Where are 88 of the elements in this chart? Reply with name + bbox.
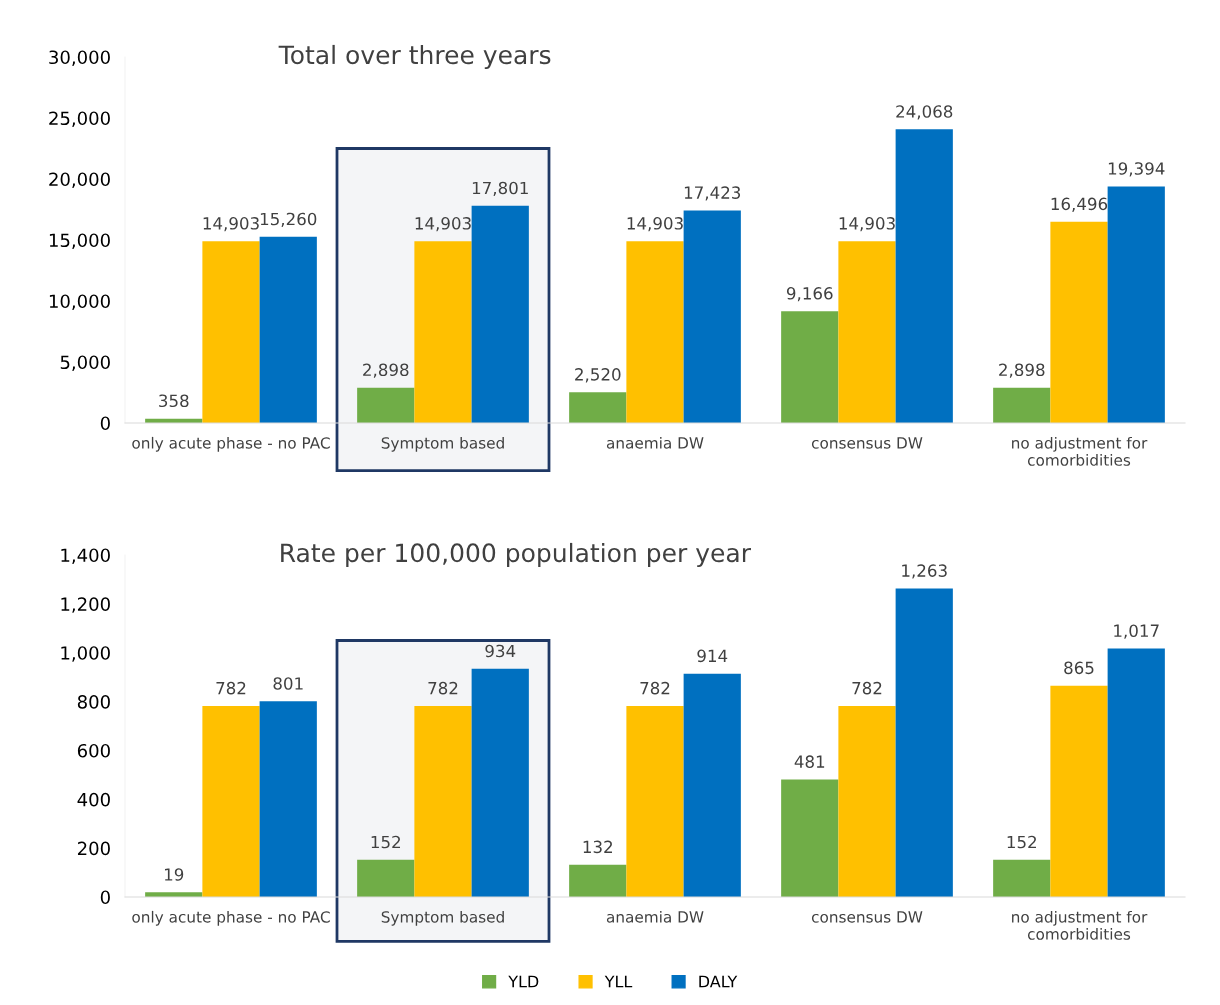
bar (569, 392, 627, 423)
y-tick-label: 0 (100, 416, 110, 431)
bar (993, 859, 1051, 897)
bar (1050, 685, 1108, 897)
bar (626, 705, 684, 897)
data-label: 132 (583, 840, 612, 854)
y-tick-label: 5,000 (60, 355, 110, 371)
data-label: 17,801 (472, 181, 528, 196)
data-label: 19 (164, 868, 184, 881)
data-label: 9,166 (786, 287, 833, 302)
data-label: 2,898 (363, 363, 409, 378)
y-tick-label: 1,200 (61, 597, 110, 613)
bar (895, 129, 953, 423)
data-label: 358 (159, 394, 189, 408)
data-label: 2,520 (575, 368, 621, 383)
data-label: 2,898 (999, 363, 1045, 378)
bar (781, 779, 839, 897)
x-tick-label: no adjustment for comorbidities (1012, 910, 1148, 940)
y-tick-label: 400 (77, 792, 110, 807)
x-tick-label: anaemia DW (606, 436, 704, 449)
bar (414, 705, 472, 897)
x-tick-label: anaemia DW (606, 910, 704, 923)
bar (838, 705, 896, 897)
bar (202, 705, 260, 897)
x-tick-label: no adjustment for comorbidities (1012, 436, 1148, 466)
data-label: 19,394 (1108, 162, 1165, 177)
data-label: 17,423 (684, 186, 741, 201)
data-label: 1,263 (902, 564, 947, 579)
data-label: 782 (640, 681, 670, 695)
bar (1050, 221, 1108, 423)
y-tick-label: 200 (77, 841, 110, 856)
data-label: 865 (1064, 661, 1094, 675)
x-tick-label: consensus DW (811, 437, 923, 449)
y-tick-label: 1,000 (61, 646, 110, 662)
bar (895, 588, 953, 897)
bar (357, 859, 415, 897)
data-label: 14,903 (203, 217, 259, 232)
legend-label: DALY (699, 975, 738, 988)
bar (414, 241, 472, 423)
data-label: 782 (852, 681, 882, 695)
bar (569, 864, 627, 897)
legend-label: YLL (604, 975, 633, 988)
bar (838, 241, 896, 423)
x-tick-label: Symptom based (381, 910, 504, 926)
bar (683, 673, 741, 897)
data-label: 14,903 (627, 217, 683, 232)
data-label: 14,903 (415, 217, 471, 232)
data-label: 14,903 (839, 217, 895, 232)
data-label: 16,496 (1051, 197, 1108, 212)
y-tick-label: 800 (77, 695, 110, 709)
data-label: 914 (697, 649, 728, 663)
data-label: 24,068 (896, 105, 953, 120)
y-tick-label: 600 (77, 743, 110, 758)
y-tick-label: 25,000 (49, 111, 110, 127)
x-tick-label: Symptom based (381, 436, 504, 452)
y-tick-label: 10,000 (49, 294, 110, 310)
data-label: 934 (485, 644, 516, 658)
data-label: 481 (794, 755, 825, 768)
bar (471, 668, 529, 897)
x-tick-label: consensus DW (811, 911, 923, 923)
bar (683, 210, 741, 423)
y-tick-label: 20,000 (49, 172, 110, 188)
bar (1107, 186, 1165, 423)
data-label: 15,260 (260, 212, 317, 227)
bar (781, 311, 839, 423)
bar (202, 241, 260, 423)
y-tick-label: 15,000 (49, 233, 110, 249)
bar (357, 387, 415, 423)
x-tick-label: only acute phase - no PAC (132, 436, 330, 452)
bar (259, 236, 317, 423)
x-tick-label: only acute phase - no PAC (132, 910, 330, 926)
y-tick-label: 0 (100, 890, 110, 905)
bar (1107, 648, 1165, 897)
bar (626, 241, 684, 423)
data-label: 152 (1007, 835, 1036, 849)
data-label: 801 (273, 677, 303, 690)
data-label: 782 (216, 681, 246, 695)
data-label: 782 (428, 681, 458, 695)
chart-title: Rate per 100,000 population per year (281, 542, 751, 568)
chart-title: Total over three years (278, 44, 551, 70)
y-tick-label: 1,400 (61, 548, 110, 564)
bar (993, 387, 1051, 423)
legend-label: YLD (508, 975, 539, 988)
bar (471, 205, 529, 423)
bar (259, 701, 317, 897)
data-label: 152 (371, 835, 400, 849)
data-label: 1,017 (1114, 624, 1159, 639)
y-tick-label: 30,000 (49, 50, 110, 66)
